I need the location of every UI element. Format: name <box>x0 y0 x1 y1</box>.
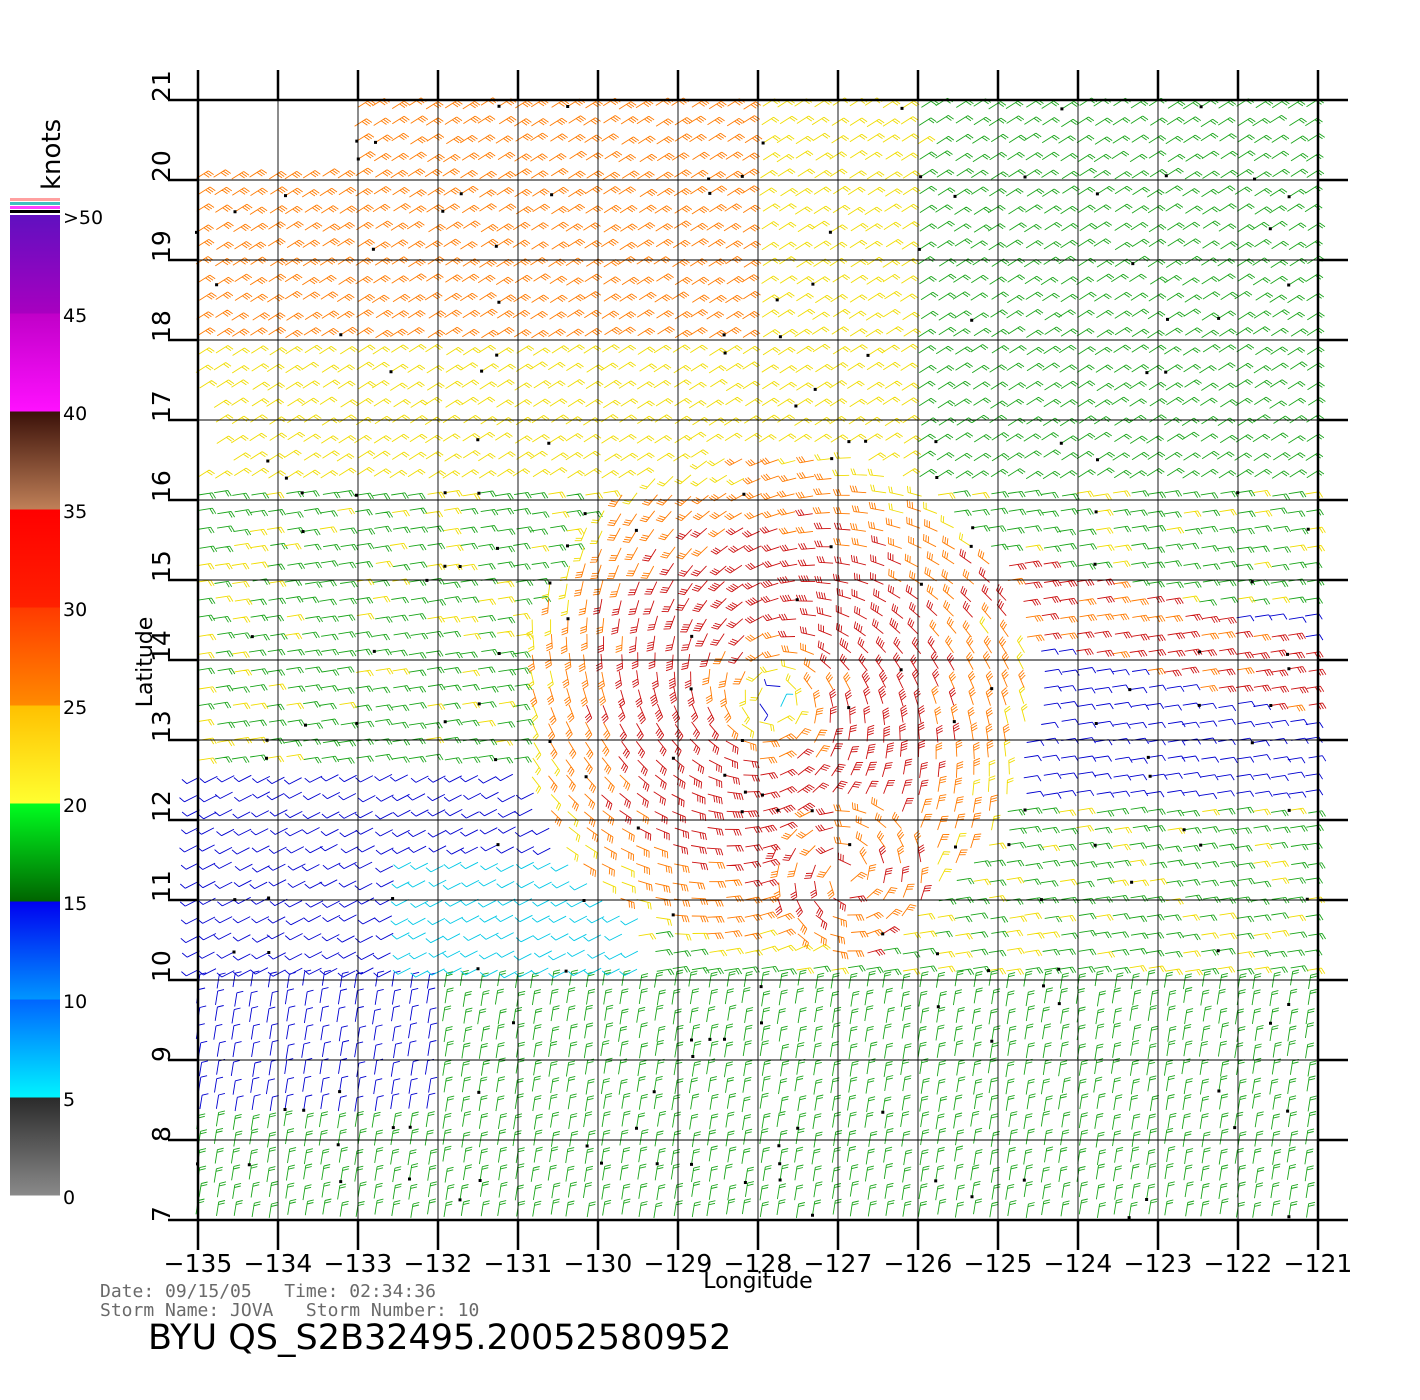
x-axis-label: Longitude <box>703 1269 812 1294</box>
colorbar-cap-stripe <box>10 198 60 201</box>
colorbar-tick-label: 0 <box>63 1187 75 1209</box>
colorbar-segment <box>10 1097 60 1196</box>
lat-tick-label: 19 <box>147 230 176 262</box>
storm-info-line: Storm Name: JOVA Storm Number: 10 <box>100 1300 480 1321</box>
colorbar-tick-label: 5 <box>63 1089 75 1111</box>
wind-barb-group <box>390 693 794 979</box>
lon-tick-label: −125 <box>964 1249 1033 1278</box>
units-label: knots <box>37 119 67 190</box>
lon-tick-label: −132 <box>404 1249 473 1278</box>
colorbar-segment <box>10 901 60 1000</box>
colorbar-segment <box>10 999 60 1098</box>
lon-tick-label: −135 <box>164 1249 233 1278</box>
product-title: BYU QS_S2B32495.20052580952 <box>148 1318 732 1358</box>
lat-tick-label: 17 <box>147 390 176 422</box>
wind-barb-group <box>179 613 1327 1112</box>
colorbar-segment <box>10 607 60 706</box>
lat-tick-label: 21 <box>147 70 176 102</box>
colorbar-cap-stripe <box>10 210 60 213</box>
lat-tick-label: 11 <box>147 870 176 902</box>
colorbar-tick-label: 15 <box>63 893 87 915</box>
lat-tick-label: 18 <box>147 310 176 342</box>
lon-tick-label: −131 <box>484 1249 553 1278</box>
lon-tick-label: −127 <box>804 1249 873 1278</box>
lat-tick-label: 10 <box>147 950 176 982</box>
lon-tick-label: −130 <box>564 1249 633 1278</box>
lon-tick-label: −122 <box>1204 1249 1273 1278</box>
wind-barbs-layer <box>179 97 1327 1220</box>
colorbar-cap-stripe <box>10 202 60 205</box>
lat-tick-label: 15 <box>147 550 176 582</box>
lat-tick-label: 16 <box>147 470 176 502</box>
colorbar-segment <box>10 509 60 608</box>
colorbar-segment <box>10 215 60 314</box>
lon-tick-label: −124 <box>1044 1249 1113 1278</box>
lat-tick-label: 20 <box>147 150 176 182</box>
longitude-tick-labels: −135 −134 −133 −132 −131 −130 −129 −128 −127 −126… <box>164 1249 1353 1278</box>
lon-tick-label: −133 <box>324 1249 393 1278</box>
colorbar-tick-label: 25 <box>63 697 87 719</box>
lat-tick-label: 8 <box>147 1126 176 1142</box>
lat-tick-label: 14 <box>147 630 176 662</box>
colorbar-tick-label: 45 <box>63 305 87 327</box>
lat-lon-grid <box>168 70 1348 1250</box>
lat-tick-label: 9 <box>147 1046 176 1062</box>
colorbar-tick-label: >50 <box>63 207 103 229</box>
wind-barb-group <box>195 97 1326 1219</box>
colorbar-segment <box>10 313 60 412</box>
y-axis-label: Latitude <box>133 617 158 708</box>
lat-tick-label: 13 <box>147 710 176 742</box>
lon-tick-label: −129 <box>644 1249 713 1278</box>
rain-flag-markers <box>195 104 1310 1220</box>
lat-tick-label: 7 <box>147 1206 176 1222</box>
colorbar-segment <box>10 803 60 902</box>
colorbar-segment <box>10 411 60 510</box>
lon-tick-label: −128 <box>724 1249 793 1278</box>
latitude-tick-labels: 7 8 9 10 11 12 13 14 15 16 17 18 19 20 21 <box>147 70 176 1222</box>
colorbar-tick-label: 35 <box>63 501 87 523</box>
lon-tick-label: −126 <box>884 1249 953 1278</box>
colorbar-tick-label: 10 <box>63 991 87 1013</box>
wind-barb-group <box>584 509 1327 956</box>
colorbar-tick-label: 30 <box>63 599 87 621</box>
lon-tick-label: −121 <box>1284 1249 1353 1278</box>
colorbar-labels: 0 5 10 15 20 25 30 35 40 45 >50 <box>63 207 103 1209</box>
wind-barb-group <box>195 97 1306 960</box>
lon-tick-label: −134 <box>244 1249 313 1278</box>
date-time-line: Date: 09/15/05 Time: 02:34:36 <box>100 1281 436 1302</box>
lat-tick-label: 12 <box>147 790 176 822</box>
lon-tick-label: −123 <box>1124 1249 1193 1278</box>
speed-colorbar <box>10 198 60 1196</box>
colorbar-tick-label: 40 <box>63 403 87 425</box>
colorbar-cap-stripe <box>10 206 60 209</box>
wind-barb-group <box>195 97 1326 976</box>
colorbar-tick-label: 20 <box>63 795 87 817</box>
colorbar-segment <box>10 705 60 804</box>
